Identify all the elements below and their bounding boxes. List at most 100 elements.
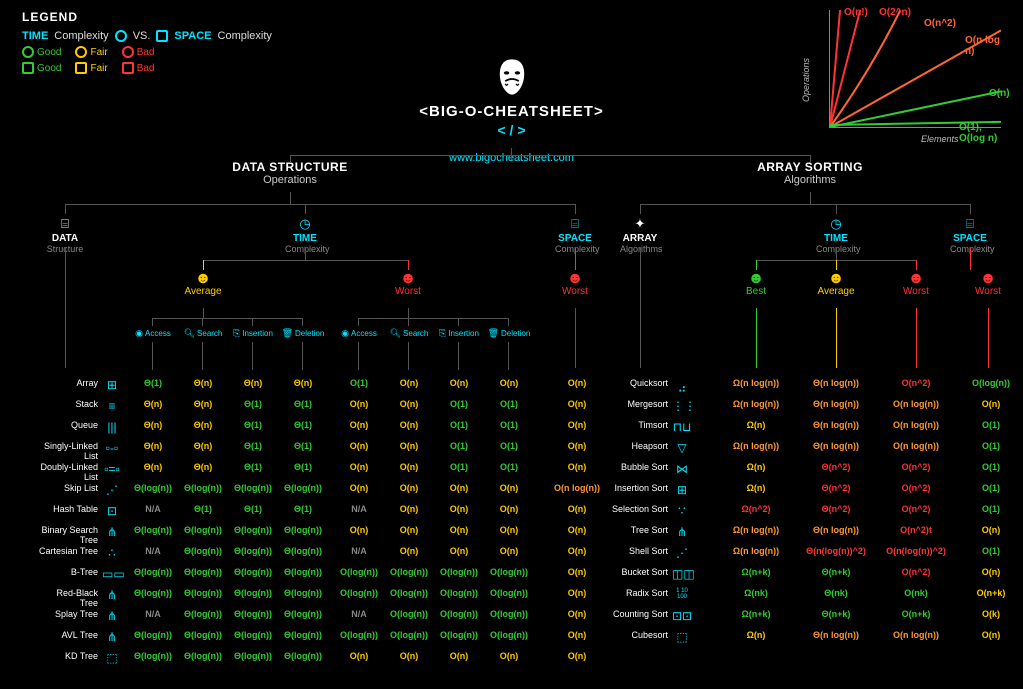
connector [290,192,291,204]
ds-structure-icon: ≡ [102,399,122,413]
ds-structure-icon: ⋰ [102,483,122,497]
section-title-ds: DATA STRUCTURE Operations [180,160,400,186]
complexity-cell: Θ(1) [278,462,328,472]
connector [970,204,971,214]
complexity-cell: Θ(1) [128,378,178,388]
insertion-icon: ⎘ [439,328,446,339]
complexity-cell: Θ(log(n)) [128,483,178,493]
complexity-cell: Ω(n) [720,483,792,493]
complexity-cell: O(log(n)) [334,567,384,577]
connector [202,342,203,370]
graph-curve-label: O(n!) [844,7,868,18]
section-ds-sub: Operations [180,174,400,186]
complexity-cell: O(n) [955,399,1023,409]
connector [358,318,359,326]
connector [302,318,303,326]
op-header-insertion: ⎘Insertion [434,328,484,339]
legend-vs: VS. [133,30,151,42]
sort-row-label: Bucket Sort [608,567,668,577]
complexity-cell: O(log(n)) [434,567,484,577]
complexity-cell: Θ(n) [178,420,228,430]
complexity-cell: O(n) [552,525,602,535]
group-header-l1: TIME [816,233,856,244]
group-header-icon: ◷ [285,216,325,232]
sort-row-label: Mergesort [608,399,668,409]
complexity-cell: O(1) [434,462,484,472]
mask-face-icon: ☻ [968,272,1008,286]
complexity-cell: O(n) [384,378,434,388]
connector [408,342,409,370]
sort-row-label: Cubesort [608,630,668,640]
sort-algorithm-icon: ⊞ [672,483,692,497]
connector [916,308,917,368]
search-icon: 🔍︎ [184,328,195,339]
complexity-cell: Θ(n) [128,420,178,430]
complexity-cell: O(log(n)) [334,588,384,598]
group-header-icon: ⌸ [45,216,85,232]
complexity-cell: N/A [128,504,178,514]
complexity-cell: Θ(log(n)) [278,651,328,661]
sort-algorithm-icon: ∵ [672,504,692,518]
graph-y-axis-label: Operations [801,58,811,102]
connector [575,308,576,368]
complexity-cell: Ω(n+k) [720,567,792,577]
complexity-cell: Θ(n log(n)) [800,399,872,409]
group-header-l1: ARRAY [620,233,660,244]
case-header-average: ☻Average [183,272,223,297]
connector [65,204,575,205]
complexity-cell: O(n) [384,651,434,661]
complexity-cell: Θ(log(n)) [128,651,178,661]
ds-row-label: Hash Table [38,504,98,514]
legend-complexity-2: Complexity [218,30,272,42]
connector [408,318,409,326]
sort-algorithm-icon: ⋈ [672,462,692,476]
complexity-cell: O(1) [484,399,534,409]
complexity-cell: O(n^2) [880,504,952,514]
complexity-cell: O(n) [384,420,434,430]
complexity-cell: O(n) [552,504,602,514]
connector [836,204,837,214]
complexity-cell: Θ(log(n)) [178,588,228,598]
complexity-cell: O(log(n)) [334,630,384,640]
op-header-access: ◉Access [128,328,178,339]
sort-algorithm-icon: ⋔ [672,525,692,539]
ds-structure-icon: ▭▭ [102,567,122,581]
connector [305,248,306,260]
complexity-cell: Θ(log(n)) [228,630,278,640]
complexity-cell: O(k) [955,609,1023,619]
connector [302,342,303,370]
connector [756,308,757,368]
complexity-cell: O(n) [552,420,602,430]
graph-curve-label: O(1), O(log n) [959,122,1001,144]
search-icon: 🔍︎ [390,328,401,339]
ds-row-label: Red-Black Tree [38,588,98,608]
complexity-cell: N/A [128,546,178,556]
graph-curves-icon [830,10,1001,127]
group-header-icon: ✦ [620,216,660,232]
case-header-best: ☻Best [736,272,776,297]
complexity-cell: O(log(n)) [384,630,434,640]
complexity-cell: Θ(1) [228,399,278,409]
complexity-cell: Ω(n) [720,462,792,472]
complexity-cell: Θ(log(n)) [178,483,228,493]
case-label: Average [816,286,856,297]
sort-row-label: Counting Sort [608,609,668,619]
complexity-cell: O(n^2) [880,462,952,472]
sort-algorithm-icon: ▽ [672,441,692,455]
sort-algorithm-icon: 1 10 100 [672,588,692,602]
complexity-cell: Ω(n log(n)) [720,399,792,409]
complexity-cell: O(n) [552,630,602,640]
legend-time-label: TIME [22,30,48,42]
complexity-cell: N/A [334,504,384,514]
ds-row-label: B-Tree [38,567,98,577]
complexity-cell: O(n^2)t [880,525,952,535]
sort-row-label: Shell Sort [608,546,668,556]
complexity-cell: O(n) [384,546,434,556]
complexity-cell: O(n) [334,420,384,430]
connector [508,318,509,326]
connector [508,342,509,370]
insertion-icon: ⎘ [233,328,240,339]
complexity-cell: Θ(n^2) [800,483,872,493]
complexity-cell: O(n log(n)) [880,399,952,409]
ds-structure-icon: ||| [102,420,122,434]
